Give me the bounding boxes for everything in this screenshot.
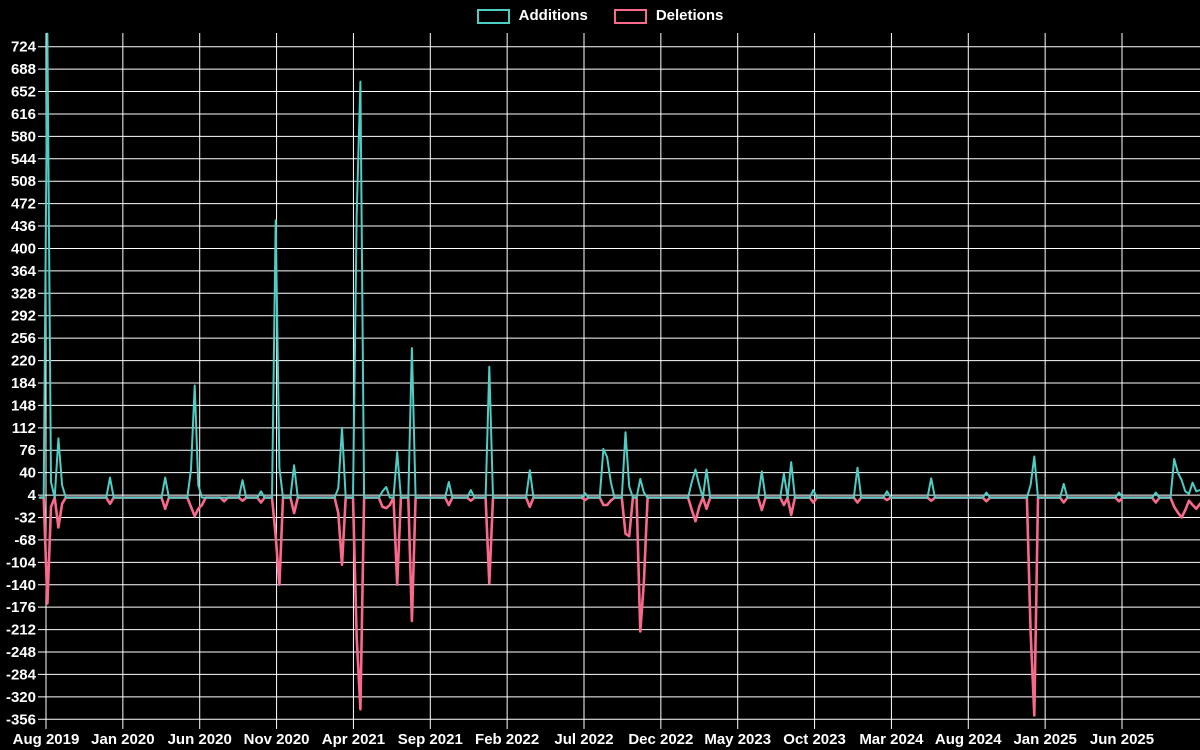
y-tick-label: 400 (11, 240, 36, 257)
x-tick-label: Sep 2021 (398, 731, 463, 748)
y-tick-label: 688 (11, 61, 36, 78)
x-tick-label: Apr 2021 (322, 731, 385, 748)
y-tick-label: -68 (14, 532, 36, 549)
y-tick-label: 220 (11, 353, 36, 370)
y-tick-label: -140 (6, 577, 36, 594)
y-tick-label: 508 (11, 173, 36, 190)
y-tick-label: 4 (28, 487, 37, 504)
y-tick-label: -356 (6, 711, 36, 728)
y-tick-label: 724 (11, 39, 37, 56)
deletions-legend-label: Deletions (655, 7, 724, 24)
legend-item-additions[interactable]: Additions (476, 7, 588, 25)
chart-legend: Additions Deletions (0, 7, 1200, 25)
y-tick-label: 544 (11, 151, 37, 168)
y-tick-label: -212 (6, 622, 36, 639)
y-tick-label: 472 (11, 196, 36, 213)
x-tick-label: Jun 2020 (168, 731, 232, 748)
y-tick-label: -32 (14, 509, 36, 526)
x-axis-grid: Aug 2019 Jan 2020 Jun 2020 Nov 2020 Apr 2021… (13, 33, 1154, 748)
legend-item-deletions[interactable]: Deletions (613, 7, 724, 25)
x-tick-label: Oct 2023 (783, 731, 846, 748)
x-tick-label: Aug 2019 (13, 731, 80, 748)
y-tick-label: -320 (6, 689, 36, 706)
deletions-line (38, 496, 1200, 717)
y-tick-label: -176 (6, 599, 36, 616)
y-tick-label: -248 (6, 644, 36, 661)
y-tick-label: 40 (19, 465, 36, 482)
y-tick-label: 292 (11, 308, 36, 325)
x-tick-label: Aug 2024 (935, 731, 1002, 748)
y-tick-label: 436 (11, 218, 36, 235)
x-tick-label: May 2023 (704, 731, 771, 748)
y-tick-label: 256 (11, 330, 36, 347)
y-tick-label: 184 (11, 375, 37, 392)
additions-line (39, 32, 1200, 499)
y-tick-label: 148 (11, 397, 36, 414)
x-tick-label: Dec 2022 (628, 731, 693, 748)
y-tick-label: 652 (11, 84, 36, 101)
y-tick-label: 112 (12, 420, 36, 437)
deletions-swatch-icon (613, 8, 647, 24)
x-tick-label: Jul 2022 (554, 731, 613, 748)
y-tick-label: 580 (11, 128, 36, 145)
x-tick-label: Jan 2020 (91, 731, 154, 748)
y-tick-label: 328 (11, 285, 36, 302)
x-tick-label: Jun 2025 (1090, 731, 1154, 748)
x-tick-label: Feb 2022 (475, 731, 539, 748)
y-tick-label: -104 (6, 554, 37, 571)
y-tick-label: 364 (11, 263, 37, 280)
y-tick-label: 616 (11, 106, 36, 123)
additions-legend-label: Additions (518, 7, 588, 24)
y-tick-label: 76 (19, 442, 36, 459)
additions-swatch-icon (476, 8, 510, 24)
x-tick-label: Mar 2024 (859, 731, 924, 748)
y-axis-grid: 724 688 652 616 580 544 508 472 436 400 364 328 292 2… (6, 39, 1200, 728)
x-tick-label: Jan 2025 (1013, 731, 1076, 748)
x-tick-label: Nov 2020 (244, 731, 310, 748)
y-tick-label: -284 (6, 666, 37, 683)
